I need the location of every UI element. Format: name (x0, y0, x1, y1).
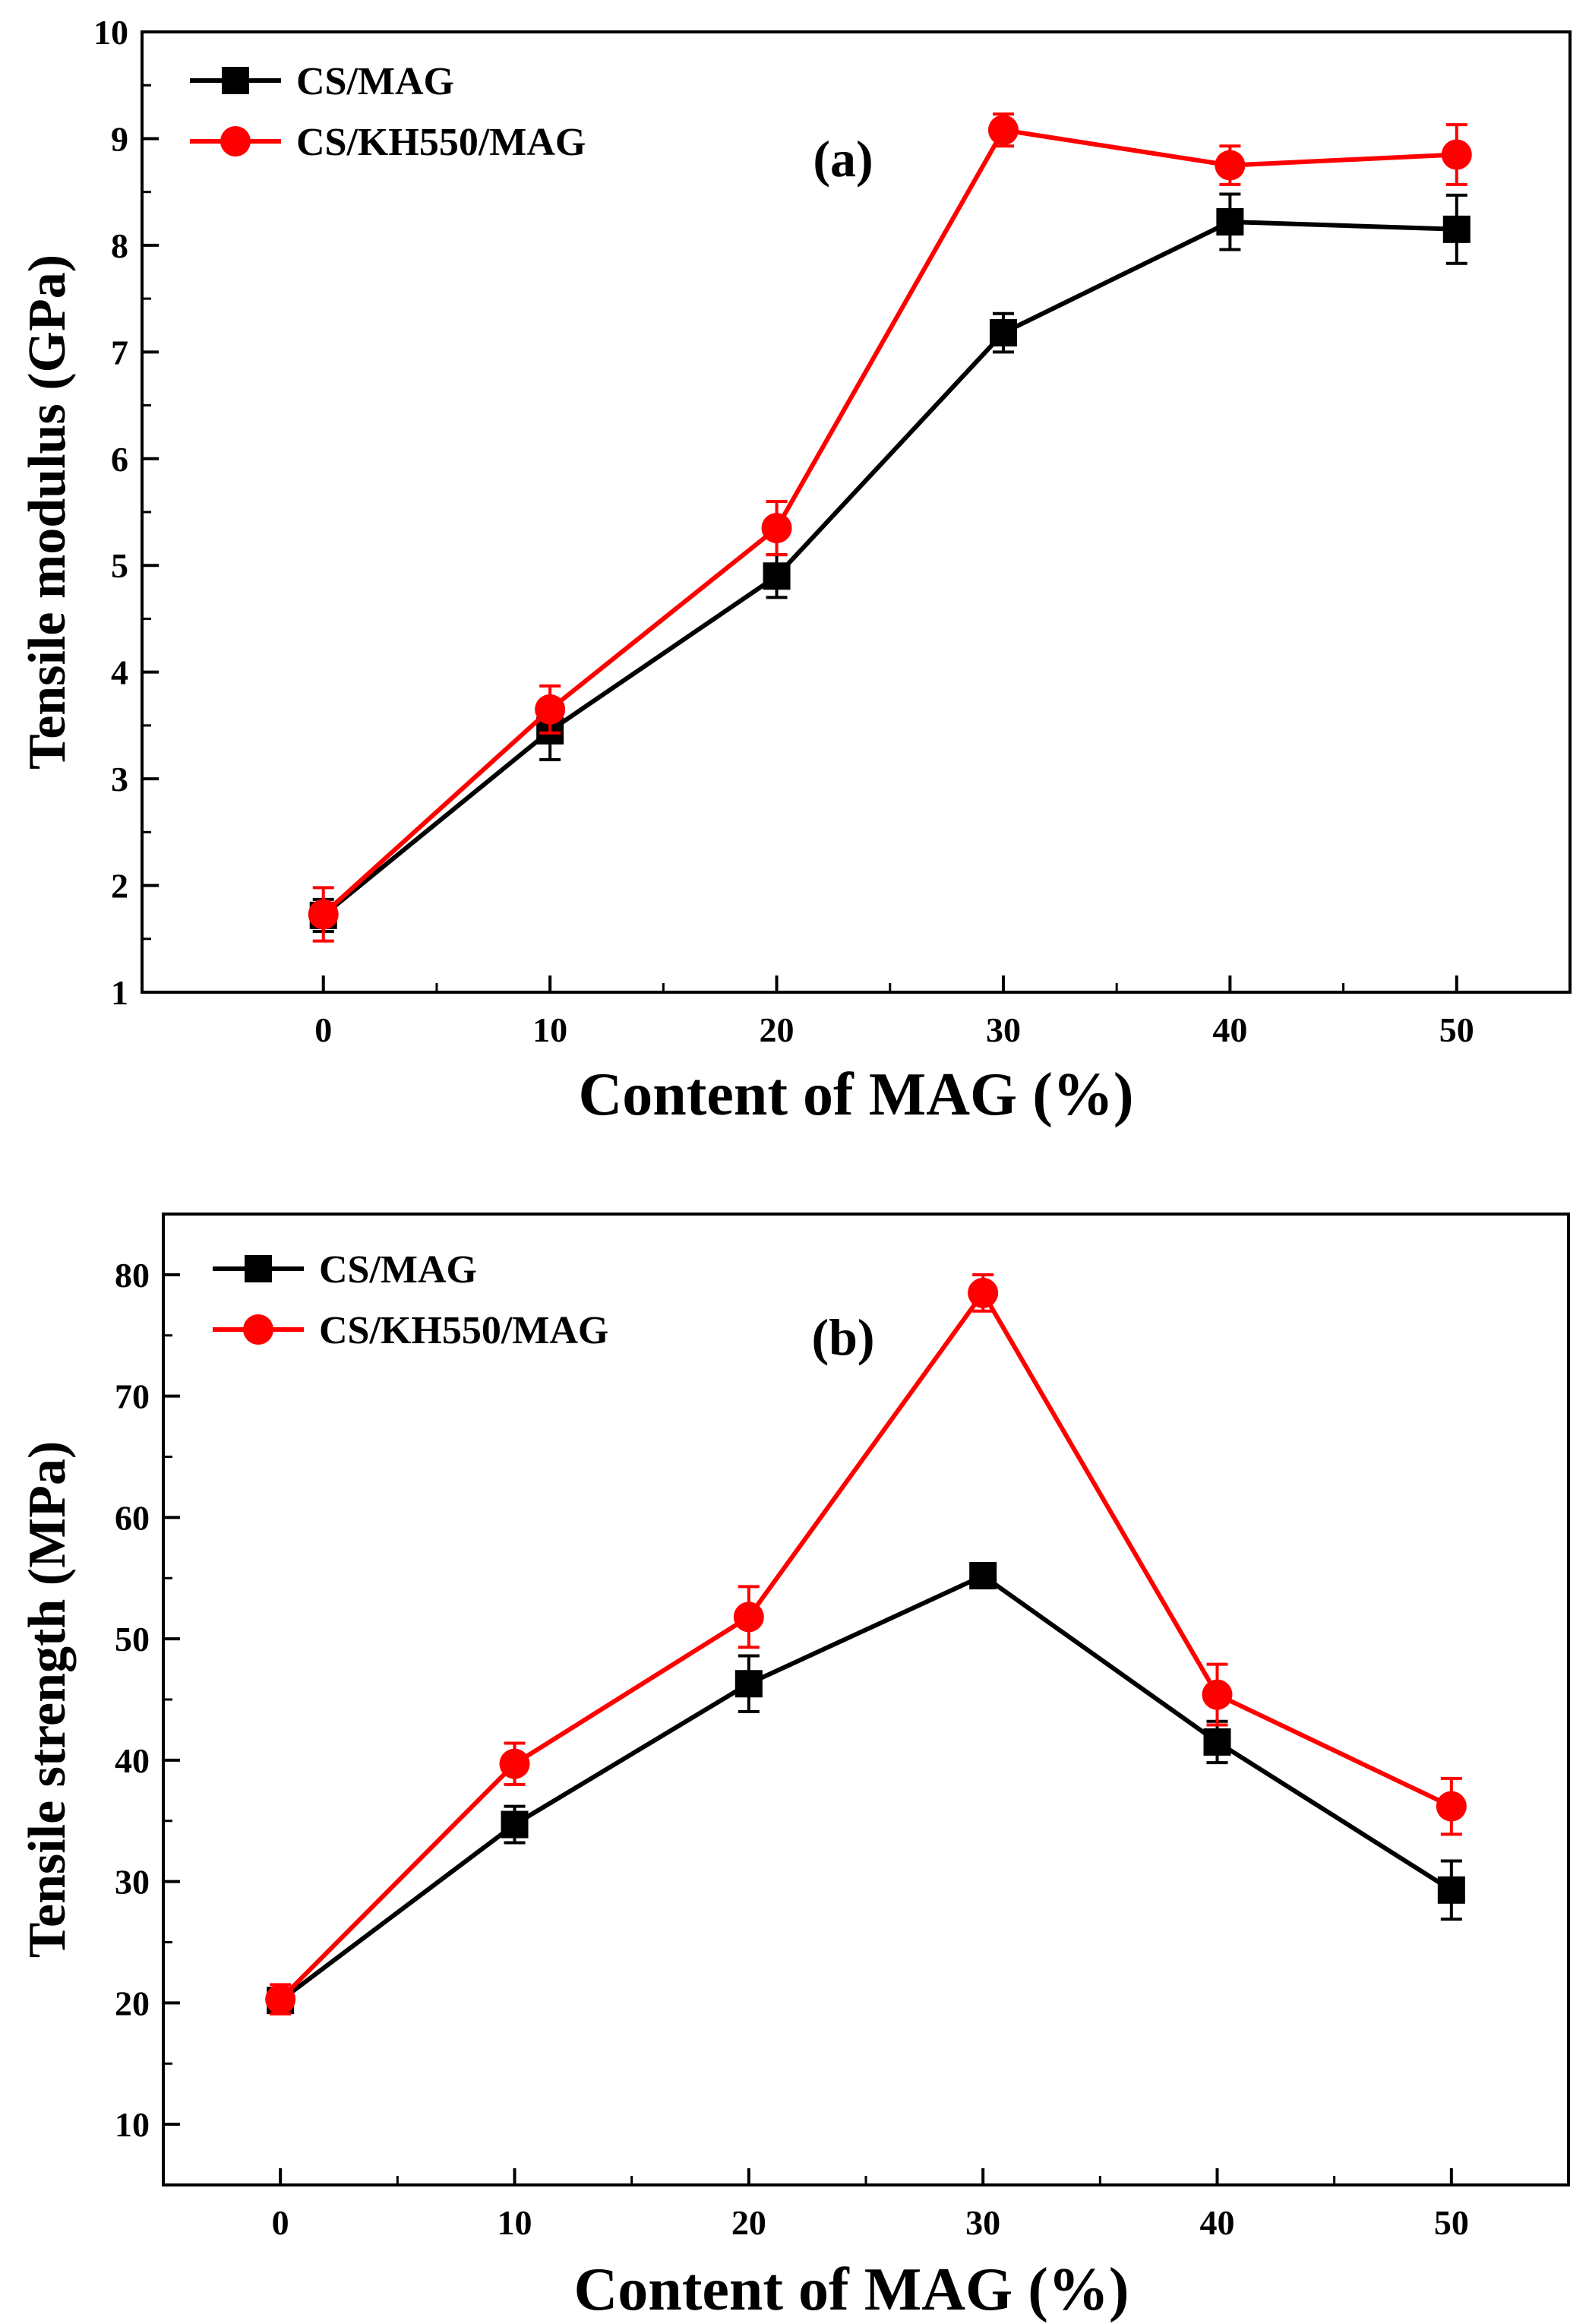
y-tick-label: 4 (111, 653, 128, 692)
data-point (989, 319, 1017, 347)
y-tick-label: 6 (111, 440, 128, 479)
x-tick-label: 40 (1200, 2203, 1235, 2242)
legend-item: CS/MAG (213, 1248, 477, 1292)
legend-label: CS/KH550/MAG (296, 121, 586, 164)
series-line (321, 128, 1457, 916)
series-line (279, 1290, 1453, 2001)
x-tick-label: 10 (532, 1010, 567, 1049)
legend-marker (222, 67, 249, 94)
data-point (969, 1562, 997, 1590)
y-tick-label: 7 (111, 333, 128, 372)
y-tick-label: 5 (111, 546, 128, 585)
y-tick-label: 9 (111, 119, 128, 158)
legend-label: CS/MAG (319, 1248, 477, 1292)
y-axis-title: Tensile modulus (GPa) (18, 255, 77, 770)
data-point (265, 1984, 296, 2015)
x-tick-label: 50 (1439, 1010, 1474, 1049)
data-point (763, 562, 791, 590)
x-tick-label: 30 (986, 1010, 1021, 1049)
data-point (1216, 207, 1244, 236)
y-tick-label: 50 (115, 1620, 150, 1658)
y-tick-label: 1 (111, 973, 128, 1012)
series-cs-mag (309, 192, 1471, 933)
data-point (501, 1810, 529, 1839)
y-axis-title: Tensile strength (MPa) (18, 1441, 77, 1959)
data-point (733, 1602, 764, 1633)
y-tick-label: 2 (111, 867, 128, 906)
x-tick-label: 0 (272, 2203, 289, 2242)
legend-item: CS/KH550/MAG (213, 1309, 608, 1352)
x-axis-title: Content of MAG (%) (574, 2256, 1129, 2323)
data-point (734, 1670, 763, 1698)
data-point (535, 694, 566, 725)
data-point (308, 899, 339, 930)
series-layer (265, 1273, 1467, 2016)
legend: CS/MAG CS/KH550/MAG (190, 60, 586, 164)
axis-ticks: 0 10 20 30 40 50 10 20 30 40 50 60 70 80 (115, 1256, 1469, 2242)
data-point (1437, 1876, 1465, 1904)
series-cs-mag (267, 1562, 1465, 2015)
legend-item: CS/MAG (190, 60, 454, 103)
panel-label: (a) (813, 130, 873, 188)
data-point (1202, 1679, 1233, 1710)
data-point (761, 513, 792, 544)
legend: CS/MAG CS/KH550/MAG (213, 1248, 608, 1352)
y-tick-label: 40 (115, 1741, 150, 1780)
x-tick-label: 40 (1212, 1010, 1247, 1049)
legend-label: CS/MAG (296, 60, 454, 103)
series-cs-kh550-mag (265, 1273, 1467, 2016)
legend-item: CS/KH550/MAG (190, 121, 586, 164)
legend-marker (243, 1314, 273, 1345)
series-cs-kh550-mag (308, 112, 1472, 943)
data-point (987, 115, 1019, 146)
y-tick-label: 10 (93, 13, 128, 52)
data-point (1203, 1728, 1231, 1756)
y-tick-label: 20 (115, 1984, 150, 2022)
legend-marker (220, 126, 251, 157)
y-tick-label: 80 (115, 1256, 150, 1295)
panel-label: (b) (811, 1308, 874, 1366)
data-point (1441, 139, 1472, 170)
data-point (1436, 1791, 1467, 1822)
data-point (1442, 215, 1471, 243)
x-tick-label: 30 (965, 2203, 1000, 2242)
x-tick-label: 20 (731, 2203, 766, 2242)
legend-marker (245, 1255, 272, 1282)
series-line (321, 220, 1457, 918)
data-point (499, 1748, 530, 1779)
x-tick-label: 0 (314, 1010, 332, 1049)
x-axis-title: Content of MAG (%) (579, 1061, 1134, 1128)
x-tick-label: 10 (498, 2203, 532, 2242)
data-point (1215, 150, 1246, 181)
x-tick-label: 20 (760, 1010, 794, 1049)
y-tick-label: 10 (115, 2105, 150, 2144)
y-tick-label: 8 (111, 226, 128, 265)
data-point (968, 1277, 999, 1308)
x-tick-label: 50 (1434, 2203, 1469, 2242)
y-tick-label: 3 (111, 760, 128, 798)
y-tick-label: 60 (115, 1498, 150, 1537)
series-layer (308, 112, 1472, 943)
chart-panel-a: 0 10 20 30 40 50 1 2 3 4 5 6 7 8 9 10 (a) CS/MAG CS/KH55… (18, 13, 1572, 1128)
legend-label: CS/KH550/MAG (319, 1309, 608, 1352)
y-tick-label: 30 (115, 1863, 150, 1902)
y-tick-label: 70 (115, 1377, 150, 1416)
axis-ticks: 0 10 20 30 40 50 1 2 3 4 5 6 7 8 9 10 (93, 13, 1474, 1049)
series-line (279, 1573, 1453, 2003)
